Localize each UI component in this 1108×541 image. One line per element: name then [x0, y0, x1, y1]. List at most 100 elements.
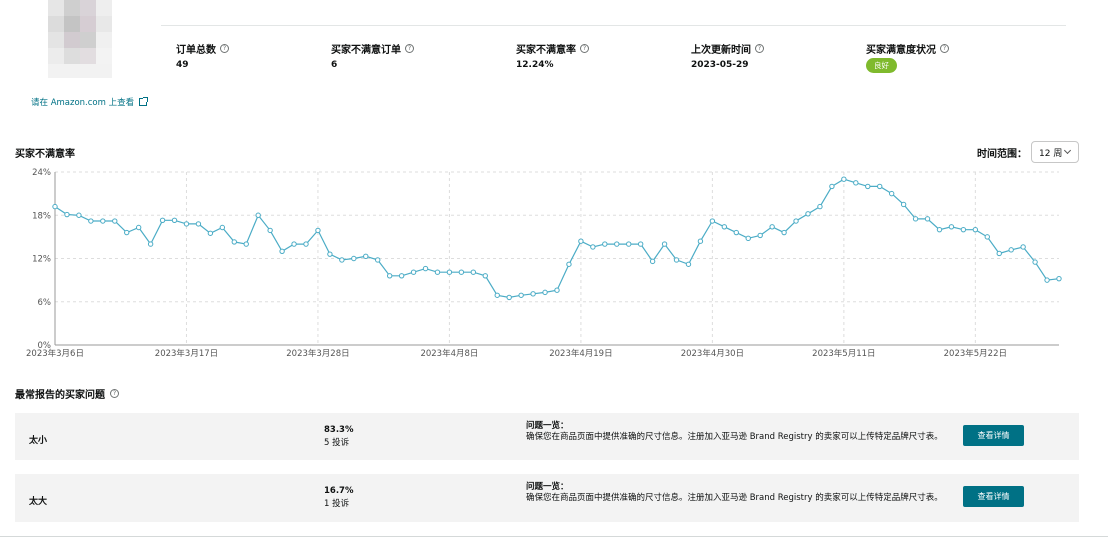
- metric-label: 买家不满意率: [516, 45, 576, 56]
- metric-dissatisfaction-rate: 买家不满意率? 12.24%: [516, 41, 589, 70]
- time-range-value[interactable]: 12 周: [1039, 148, 1063, 159]
- data-point: [757, 232, 763, 239]
- data-point: [817, 203, 823, 210]
- data-point: [829, 183, 835, 190]
- data-point: [1044, 277, 1050, 283]
- issue-percent: 16.7%: [324, 486, 354, 496]
- x-tick-label: 2023年4月30日: [681, 348, 744, 359]
- data-point: [996, 250, 1002, 257]
- data-point: [769, 224, 775, 230]
- y-tick-label: 0%: [38, 341, 52, 351]
- data-point: [159, 217, 166, 223]
- data-point: [351, 255, 357, 262]
- help-icon[interactable]: ?: [755, 44, 764, 53]
- time-range-label: 时间范围：: [977, 149, 1027, 160]
- data-point: [805, 211, 811, 217]
- data-point: [793, 218, 799, 224]
- data-point: [912, 216, 919, 222]
- x-tick-label: 2023年5月22日: [944, 348, 1007, 359]
- metric-dissatisfied-orders: 买家不满意订单? 6: [331, 41, 414, 70]
- data-point: [112, 218, 118, 224]
- data-point: [853, 180, 859, 186]
- data-point: [590, 244, 596, 250]
- data-point: [578, 238, 584, 244]
- issue-name: 太小: [29, 436, 48, 446]
- issue-name: 太大: [29, 497, 48, 507]
- data-point: [363, 253, 369, 260]
- data-point: [446, 269, 453, 275]
- issue-row: 太小 83.3% 5 投诉 问题一览： 确保您在商品页面中提供准确的尺寸信息。注…: [15, 413, 1079, 460]
- data-point: [984, 234, 990, 240]
- metric-label: 买家满意度状况: [866, 45, 936, 56]
- data-point: [434, 269, 441, 275]
- data-point: [637, 241, 644, 247]
- data-point: [948, 224, 955, 230]
- issue-summary-heading: 问题一览：: [526, 421, 569, 431]
- data-point: [135, 224, 142, 231]
- data-point: [291, 241, 297, 247]
- divider: [0, 536, 1108, 537]
- help-icon[interactable]: ?: [110, 389, 119, 398]
- data-point: [566, 261, 572, 267]
- issues-section-title: 最常报告的买家问题 ?: [15, 386, 119, 401]
- data-point: [458, 269, 465, 275]
- issue-count: 1 投诉: [324, 499, 350, 509]
- data-point: [100, 218, 106, 224]
- data-point: [183, 221, 190, 227]
- metric-value: 6: [331, 60, 338, 70]
- data-point: [279, 248, 285, 254]
- data-point: [375, 257, 381, 263]
- metric-label: 上次更新时间: [691, 45, 751, 56]
- data-point: [1008, 247, 1014, 253]
- time-range-select[interactable]: 12 周: [1031, 141, 1079, 163]
- issue-row: 太大 16.7% 1 投诉 问题一览： 确保您在商品页面中提供准确的尺寸信息。注…: [15, 474, 1079, 522]
- data-point: [900, 201, 907, 208]
- data-point: [470, 269, 477, 275]
- issue-description: 确保您在商品页面中提供准确的尺寸信息。注册加入亚马逊 Brand Registr…: [526, 432, 943, 442]
- data-point: [255, 212, 261, 218]
- metric-total-orders: 订单总数? 49: [176, 41, 229, 70]
- help-icon[interactable]: ?: [940, 44, 949, 53]
- help-icon[interactable]: ?: [580, 44, 589, 53]
- chevron-down-icon[interactable]: [1063, 146, 1072, 155]
- view-details-button[interactable]: 查看详情: [963, 486, 1024, 507]
- data-point: [554, 287, 560, 293]
- external-link-icon[interactable]: [139, 97, 149, 106]
- data-point: [697, 238, 704, 244]
- x-tick-label: 2023年3月17日: [155, 348, 218, 359]
- data-point: [1056, 275, 1062, 282]
- help-icon[interactable]: ?: [405, 44, 414, 53]
- data-point: [602, 241, 608, 247]
- y-tick-label: 18%: [32, 211, 51, 221]
- data-point: [64, 211, 70, 218]
- y-tick-label: 12%: [32, 255, 51, 265]
- x-tick-label: 2023年3月28日: [286, 348, 349, 359]
- view-details-button[interactable]: 查看详情: [963, 425, 1024, 446]
- metric-label: 买家不满意订单: [331, 45, 401, 56]
- view-on-amazon-link[interactable]: 请在 Amazon.com 上查看: [31, 96, 149, 108]
- data-point: [219, 224, 226, 231]
- data-point: [530, 291, 536, 297]
- data-point: [626, 241, 632, 247]
- data-point: [124, 229, 130, 236]
- data-point: [709, 218, 716, 224]
- data-point: [482, 273, 488, 279]
- dissatisfaction-rate-chart: 0% 6% 12% 18% 24% 2023年3月6日 2023年3月17日 2023年3月2…: [26, 168, 1062, 359]
- data-point: [386, 273, 393, 279]
- data-point: [673, 257, 680, 263]
- data-point: [733, 229, 739, 236]
- help-icon[interactable]: ?: [220, 44, 229, 53]
- data-point: [721, 224, 728, 230]
- data-point: [924, 216, 931, 222]
- data-point: [841, 176, 847, 182]
- y-tick-label: 24%: [32, 168, 51, 178]
- issue-description: 确保您在商品页面中提供准确的尺寸信息。注册加入亚马逊 Brand Registr…: [526, 493, 943, 503]
- data-point: [327, 251, 333, 257]
- y-tick-label: 6%: [38, 298, 52, 308]
- data-point: [542, 289, 548, 296]
- data-point: [195, 221, 202, 227]
- data-point: [614, 241, 620, 247]
- data-point: [972, 226, 979, 233]
- data-point: [267, 227, 273, 234]
- view-on-amazon-label[interactable]: 请在 Amazon.com 上查看: [31, 98, 135, 108]
